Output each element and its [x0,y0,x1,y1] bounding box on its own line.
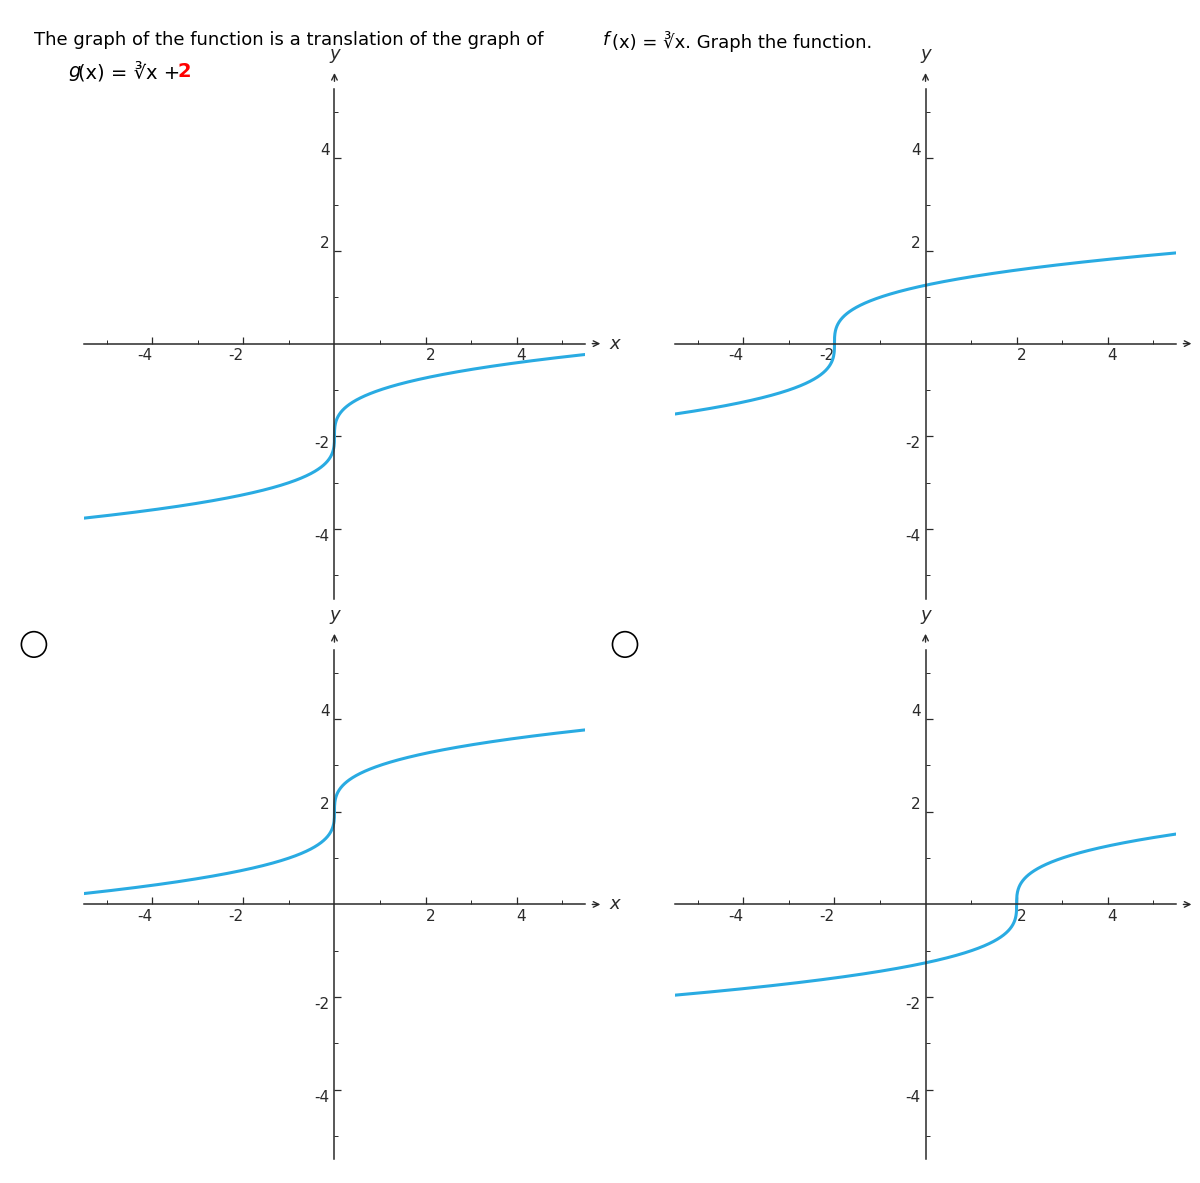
Text: x: x [610,896,620,913]
Text: (x) = ∛x +: (x) = ∛x + [78,62,186,82]
Text: (x) = ∛x. Graph the function.: (x) = ∛x. Graph the function. [612,31,872,52]
Text: y: y [920,606,931,623]
Text: y: y [329,45,340,63]
Text: f: f [602,31,608,49]
Text: y: y [329,606,340,623]
Text: The graph of the function is a translation of the graph of: The graph of the function is a translati… [34,31,548,49]
Text: 2: 2 [178,62,191,80]
Text: x: x [610,335,620,353]
Text: g: g [68,62,80,80]
Text: y: y [920,45,931,63]
